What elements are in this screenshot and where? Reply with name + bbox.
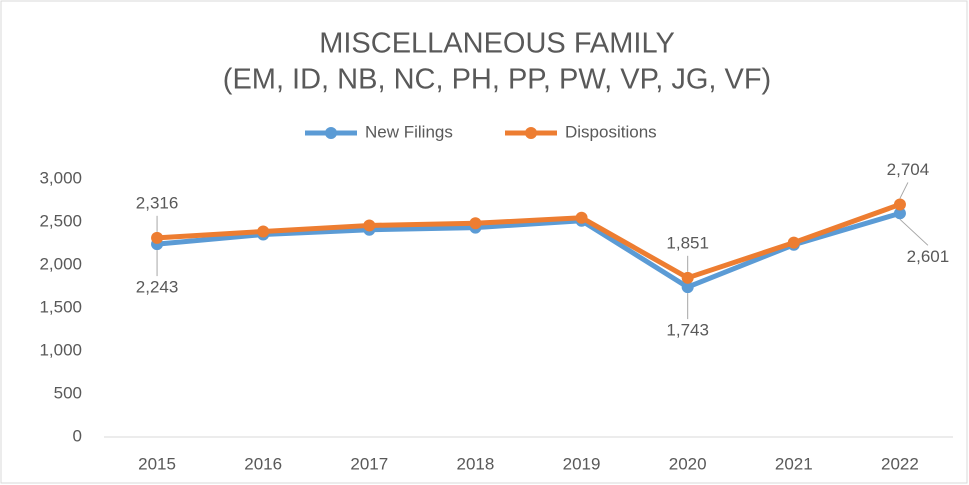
data-label: 2,316	[136, 193, 179, 212]
leader-line	[899, 218, 929, 246]
point	[575, 211, 588, 224]
data-label: 1,851	[666, 233, 709, 252]
x-tick-label: 2018	[457, 454, 495, 473]
y-tick-label: 2,500	[39, 211, 82, 230]
x-tick-label: 2019	[563, 454, 601, 473]
legend-label: Dispositions	[565, 122, 657, 141]
legend-marker	[325, 127, 337, 139]
data-label: 2,704	[887, 160, 930, 179]
point	[787, 236, 800, 249]
y-tick-label: 500	[54, 383, 82, 402]
chart-subtitle: (EM, ID, NB, NC, PH, PP, PW, VP, JG, VF)	[223, 64, 771, 96]
point	[681, 281, 694, 294]
y-tick-label: 1,000	[39, 340, 82, 359]
point	[151, 231, 164, 244]
x-tick-label: 2021	[775, 454, 813, 473]
y-tick-label: 3,000	[39, 168, 82, 187]
x-tick-label: 2022	[881, 454, 919, 473]
chart-title: MISCELLANEOUS FAMILY	[319, 28, 675, 60]
legend-marker	[525, 127, 537, 139]
data-label: 2,601	[907, 247, 950, 266]
legend-label: New Filings	[365, 122, 453, 141]
data-label: 1,743	[666, 321, 709, 340]
series-line	[156, 202, 901, 281]
y-tick-label: 2,000	[39, 254, 82, 273]
series-line	[156, 210, 901, 290]
point	[893, 207, 906, 220]
data-label: 2,243	[136, 278, 179, 297]
x-tick-label: 2016	[244, 454, 282, 473]
y-tick-label: 1,500	[39, 297, 82, 316]
x-tick-label: 2020	[669, 454, 707, 473]
point	[681, 271, 694, 284]
point	[257, 225, 270, 238]
x-tick-label: 2015	[138, 454, 176, 473]
y-tick-label: 0	[73, 426, 82, 445]
x-tick-label: 2017	[350, 454, 388, 473]
point	[363, 219, 376, 232]
point	[469, 217, 482, 230]
point	[893, 198, 906, 211]
leader-line	[899, 182, 909, 199]
